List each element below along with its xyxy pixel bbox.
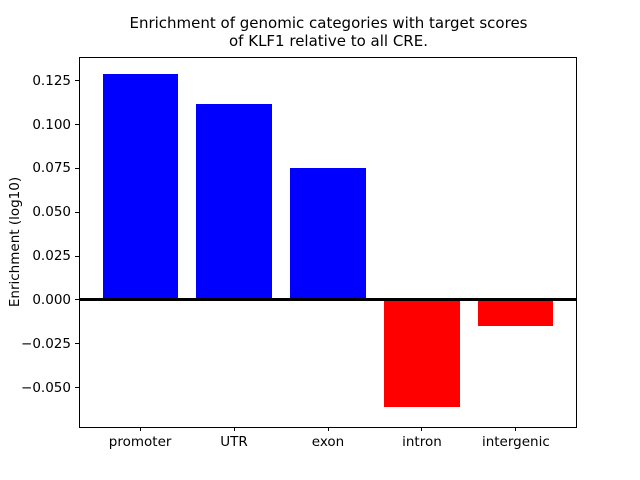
y-tick-label: 0.025 [32,248,71,265]
y-tick-mark [75,124,79,126]
y-tick-mark [75,343,79,345]
x-tick-mark [327,427,329,431]
y-tick-label: −0.025 [21,335,71,352]
chart-title-line1: Enrichment of genomic categories with ta… [129,14,528,32]
y-tick-mark [75,299,79,301]
x-tick-label-intron: intron [402,434,442,450]
x-tick-label-UTR: UTR [220,434,248,450]
x-tick-label-exon: exon [311,434,345,450]
y-tick-label: 0.075 [32,160,71,177]
chart-title-line2: of KLF1 relative to all CRE. [229,32,428,50]
y-tick-mark [75,211,79,213]
y-tick-label: −0.050 [21,379,71,396]
y-tick-mark [75,255,79,257]
bar-UTR [196,103,272,300]
axes-frame [79,57,577,428]
y-tick-mark [75,80,79,82]
y-tick-label: 0.100 [32,116,71,133]
bar-exon [290,168,366,300]
y-tick-label: 0.125 [32,72,71,89]
x-tick-mark [421,427,423,431]
bar-intron [384,299,460,407]
x-tick-label-promoter: promoter [108,434,172,450]
y-tick-label: 0.000 [32,291,71,308]
y-tick-mark [75,167,79,169]
bar-promoter [102,73,178,300]
bar-intergenic [478,299,554,327]
plot-area [80,58,576,427]
x-tick-mark [233,427,235,431]
y-tick-mark [75,387,79,389]
y-tick-label: 0.050 [32,204,71,221]
zero-line [80,298,576,302]
x-tick-mark [139,427,141,431]
x-tick-label-intergenic: intergenic [481,434,550,450]
chart-title: Enrichment of genomic categories with ta… [80,14,577,50]
y-axis-label: Enrichment (log10) [7,176,23,308]
x-tick-mark [515,427,517,431]
